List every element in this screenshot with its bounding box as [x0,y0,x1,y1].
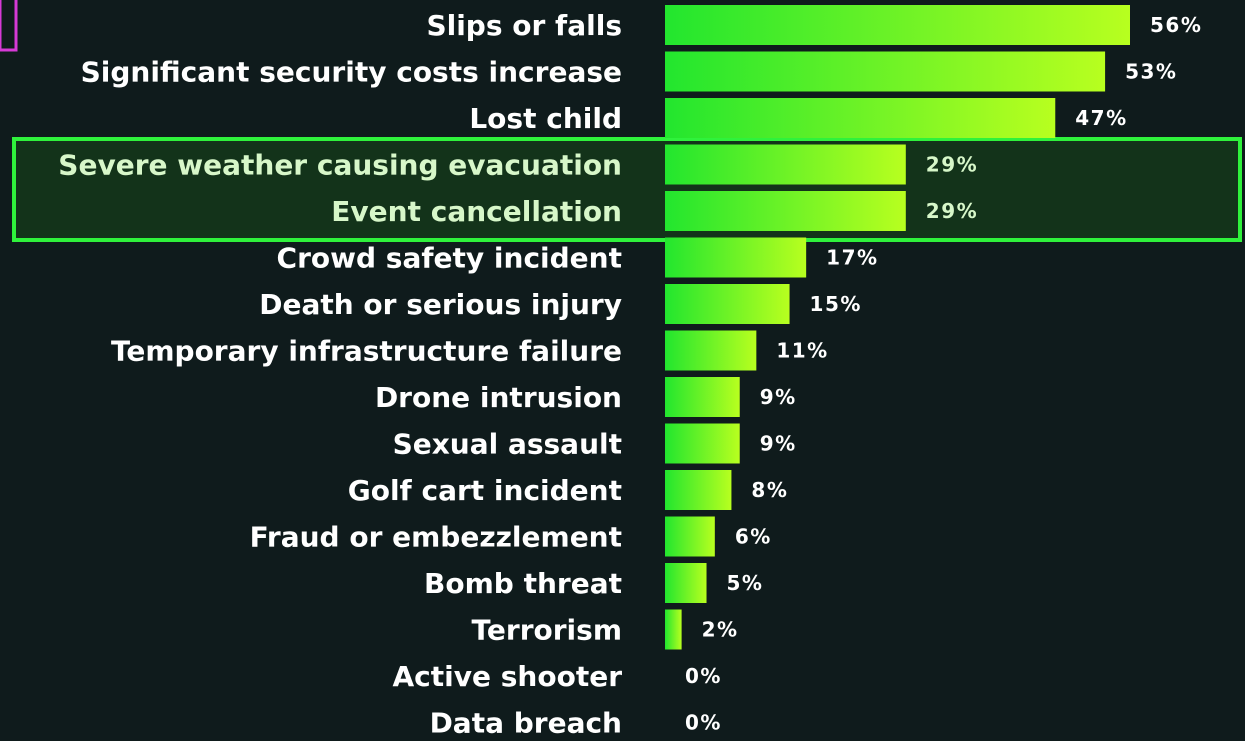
category-label: Crowd safety incident [277,242,622,275]
value-label: 0% [685,664,722,688]
bar [665,609,682,650]
value-label: 17% [826,246,878,270]
value-label: 8% [751,478,788,502]
category-label: Bomb threat [424,567,622,600]
value-label: 2% [702,618,739,642]
category-label: Event cancellation [331,195,622,228]
bar [665,423,740,464]
value-label: 47% [1075,106,1127,130]
category-label: Death or serious injury [259,288,622,321]
category-label: Significant security costs increase [81,56,622,89]
category-label: Active shooter [393,660,623,693]
category-label: Fraud or embezzlement [250,521,622,554]
bar [665,330,757,371]
value-label: 6% [735,525,772,549]
bar [665,237,807,278]
bar [665,144,906,185]
value-label: 0% [685,711,722,735]
bar [665,516,715,557]
category-label: Severe weather causing evacuation [58,149,622,182]
bar [665,284,790,324]
category-label: Data breach [430,707,622,740]
bar [665,377,740,417]
value-label: 29% [926,199,978,223]
value-label: 9% [760,432,797,456]
category-label: Terrorism [472,614,622,647]
value-label: 9% [760,385,797,409]
bar [665,563,707,603]
category-label: Golf cart incident [348,474,622,507]
corner-mark [0,0,18,52]
bar [665,98,1056,138]
bar [665,191,906,231]
highlight-box [12,137,1242,242]
value-label: 56% [1150,13,1202,37]
value-label: 15% [810,292,862,316]
category-label: Slips or falls [426,9,622,42]
bar [665,51,1106,92]
bar [665,5,1130,45]
value-label: 11% [776,339,828,363]
category-label: Lost child [469,102,622,135]
value-label: 53% [1125,60,1177,84]
category-label: Sexual assault [393,428,622,461]
category-label: Temporary infrastructure failure [111,335,622,368]
bar [665,470,732,510]
value-label: 5% [727,571,764,595]
category-label: Drone intrusion [375,381,622,414]
value-label: 29% [926,153,978,177]
